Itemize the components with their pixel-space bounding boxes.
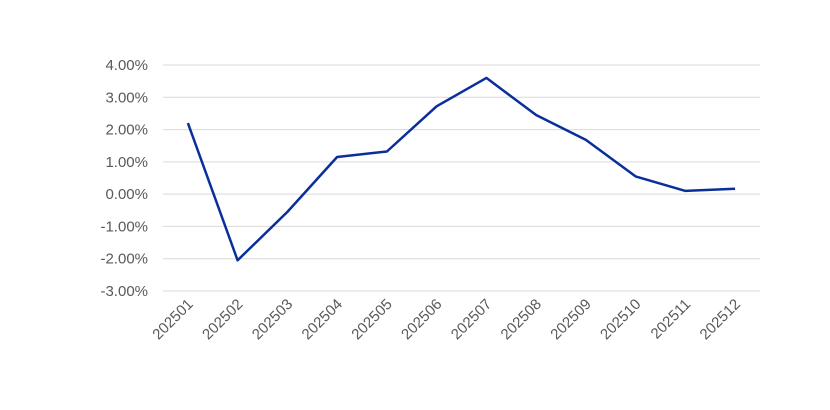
x-tick-label: 202511 [648, 296, 695, 343]
x-tick-label: 202503 [249, 296, 296, 343]
x-tick-label: 202510 [597, 296, 644, 343]
x-tick-label: 202512 [697, 296, 744, 343]
y-tick-label: 4.00% [105, 57, 148, 74]
y-tick-label: -3.00% [100, 283, 148, 300]
y-tick-label: 1.00% [105, 154, 148, 171]
x-tick-label: 202501 [149, 296, 196, 343]
series-line [186, 76, 736, 262]
y-tick-label: -2.00% [100, 251, 148, 268]
x-tick-label: 202507 [448, 296, 495, 343]
x-tick-label: 202504 [299, 296, 346, 343]
x-tick-label: 202505 [348, 296, 395, 343]
y-tick-label: 3.00% [105, 89, 148, 106]
x-tick-label: 202509 [547, 296, 594, 343]
y-tick-label: 2.00% [105, 122, 148, 139]
y-tick-label: 0.00% [105, 186, 148, 203]
x-tick-label: 202502 [199, 296, 246, 343]
y-tick-label: -1.00% [100, 218, 148, 235]
x-tick-label: 202508 [498, 296, 545, 343]
x-tick-label: 202506 [398, 296, 445, 343]
